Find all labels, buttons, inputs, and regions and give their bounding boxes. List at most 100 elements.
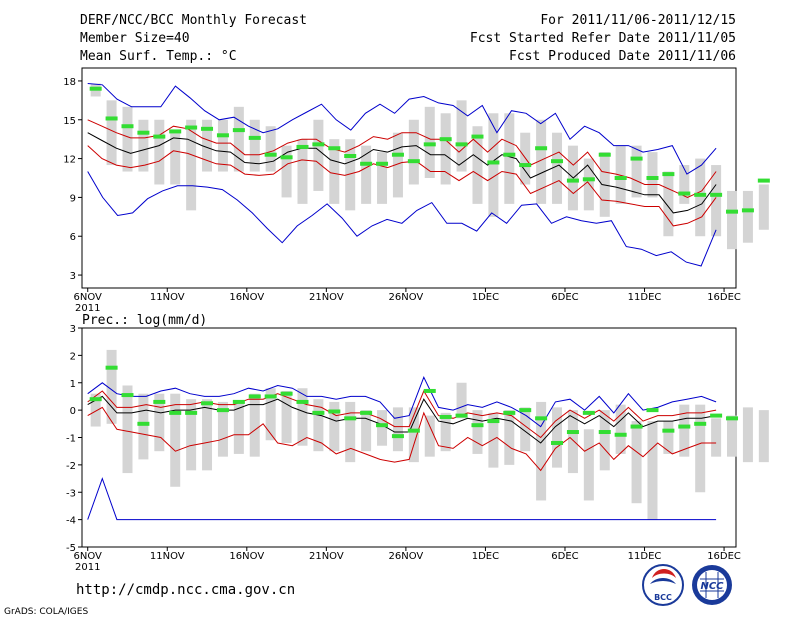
ensemble-box bbox=[567, 410, 578, 474]
ensemble-box bbox=[488, 113, 499, 217]
y-tick-label: 0 bbox=[70, 406, 76, 417]
precip-chart-title: Prec.: log(mm/d) bbox=[82, 313, 207, 328]
y-tick-label: 6 bbox=[70, 232, 76, 243]
ensemble-box bbox=[281, 390, 292, 443]
observation-marker bbox=[248, 135, 261, 140]
ensemble-box bbox=[361, 145, 372, 204]
ensemble-box bbox=[122, 106, 133, 172]
ensemble-box bbox=[647, 421, 658, 520]
observation-marker bbox=[662, 428, 675, 433]
observation-marker bbox=[471, 134, 484, 139]
ensemble-box bbox=[281, 145, 292, 198]
ensemble-box bbox=[233, 106, 244, 172]
observation-marker bbox=[360, 161, 373, 166]
forecast-period: For 2011/11/06-2011/12/15 bbox=[540, 13, 736, 28]
observation-marker bbox=[726, 416, 739, 421]
ensemble-box bbox=[663, 171, 674, 237]
x-year-label: 2011 bbox=[75, 562, 100, 573]
observation-marker bbox=[614, 432, 627, 437]
y-tick-label: 12 bbox=[63, 155, 76, 166]
observation-marker bbox=[598, 430, 611, 435]
x-tick-label: 26NOV bbox=[389, 551, 424, 562]
observation-marker bbox=[519, 163, 532, 168]
ensemble-box bbox=[217, 119, 228, 172]
x-tick-label: 11DEC bbox=[628, 551, 662, 562]
ensemble-box bbox=[154, 119, 165, 185]
ensemble-box bbox=[599, 152, 610, 217]
x-tick-label: 1DEC bbox=[472, 292, 499, 303]
ensemble-box bbox=[106, 349, 117, 424]
ensemble-box bbox=[361, 410, 372, 452]
fcst-produced-date: Fcst Produced Date 2011/11/06 bbox=[509, 49, 736, 64]
ensemble-box bbox=[536, 401, 547, 501]
observation-marker bbox=[169, 410, 182, 415]
ensemble-box bbox=[90, 393, 101, 427]
observation-marker bbox=[423, 142, 436, 147]
observation-marker bbox=[216, 408, 229, 413]
ensemble-box bbox=[186, 399, 197, 471]
observation-marker bbox=[344, 416, 357, 421]
observation-marker bbox=[153, 399, 166, 404]
observation-marker bbox=[280, 155, 293, 160]
y-tick-label: 15 bbox=[63, 116, 76, 127]
fcst-started-date: Fcst Started Refer Date 2011/11/05 bbox=[470, 31, 736, 46]
ncc-logo: NCC bbox=[692, 565, 732, 605]
x-tick-label: 21NOV bbox=[309, 551, 344, 562]
source-url[interactable]: http://cmdp.ncc.cma.gov.cn bbox=[76, 582, 295, 598]
observation-marker bbox=[391, 152, 404, 157]
ensemble-box bbox=[758, 410, 769, 463]
observation-marker bbox=[232, 399, 245, 404]
observation-marker bbox=[376, 161, 389, 166]
observation-marker bbox=[407, 428, 420, 433]
ensemble-box bbox=[170, 132, 181, 185]
precipitation-chart: -5 -4 -3 -2 -1 0 1 2 3 6NOV 11NOV 16NOV 21NOV 26NOV 1D… bbox=[66, 324, 769, 573]
x-tick-label: 6NOV bbox=[74, 292, 103, 303]
ensemble-box bbox=[472, 410, 483, 454]
observation-marker bbox=[407, 159, 420, 164]
ensemble-box bbox=[217, 401, 228, 457]
ensemble-box bbox=[711, 418, 722, 457]
ensemble-box bbox=[647, 152, 658, 198]
y-tick-label: 9 bbox=[70, 193, 76, 204]
x-tick-label: 16NOV bbox=[229, 292, 264, 303]
ens-minus-sd-line bbox=[87, 145, 717, 227]
observation-marker bbox=[487, 419, 500, 424]
ensemble-box bbox=[631, 145, 642, 198]
ensemble-box bbox=[265, 126, 276, 172]
observation-marker bbox=[455, 142, 468, 147]
observation-marker bbox=[423, 388, 436, 393]
grads-credit: GrADS: COLA/IGES bbox=[4, 607, 88, 617]
observation-marker bbox=[344, 154, 357, 158]
ensemble-box bbox=[297, 388, 308, 446]
plot-frame bbox=[81, 67, 737, 289]
y-tick-label: 18 bbox=[63, 77, 76, 88]
ensemble-box bbox=[249, 393, 260, 457]
x-year-label: 2011 bbox=[75, 303, 100, 314]
x-tick-label: 16DEC bbox=[707, 551, 741, 562]
ensemble-box bbox=[345, 401, 356, 463]
ensemble-box bbox=[727, 190, 738, 250]
observation-marker bbox=[105, 365, 118, 370]
ensemble-box bbox=[249, 119, 260, 172]
ensemble-box bbox=[313, 399, 324, 452]
observation-marker bbox=[264, 152, 277, 157]
y-tick-label: -2 bbox=[66, 461, 76, 472]
ensemble-box bbox=[170, 393, 181, 487]
ensemble-box bbox=[504, 410, 515, 465]
observation-marker bbox=[503, 410, 516, 415]
ensemble-box bbox=[758, 184, 769, 230]
x-tick-label: 26NOV bbox=[389, 292, 424, 303]
x-tick-label: 16DEC bbox=[707, 292, 741, 303]
ensemble-box bbox=[631, 421, 642, 504]
ensemble-box bbox=[615, 404, 626, 454]
observation-marker bbox=[280, 391, 293, 396]
observation-marker bbox=[598, 152, 611, 157]
x-tick-label: 6DEC bbox=[551, 551, 578, 562]
x-tick-label: 11DEC bbox=[628, 292, 662, 303]
observation-marker bbox=[216, 133, 229, 138]
observation-marker bbox=[232, 128, 245, 133]
ensemble-box bbox=[711, 165, 722, 237]
member-size: Member Size=40 bbox=[80, 31, 190, 46]
